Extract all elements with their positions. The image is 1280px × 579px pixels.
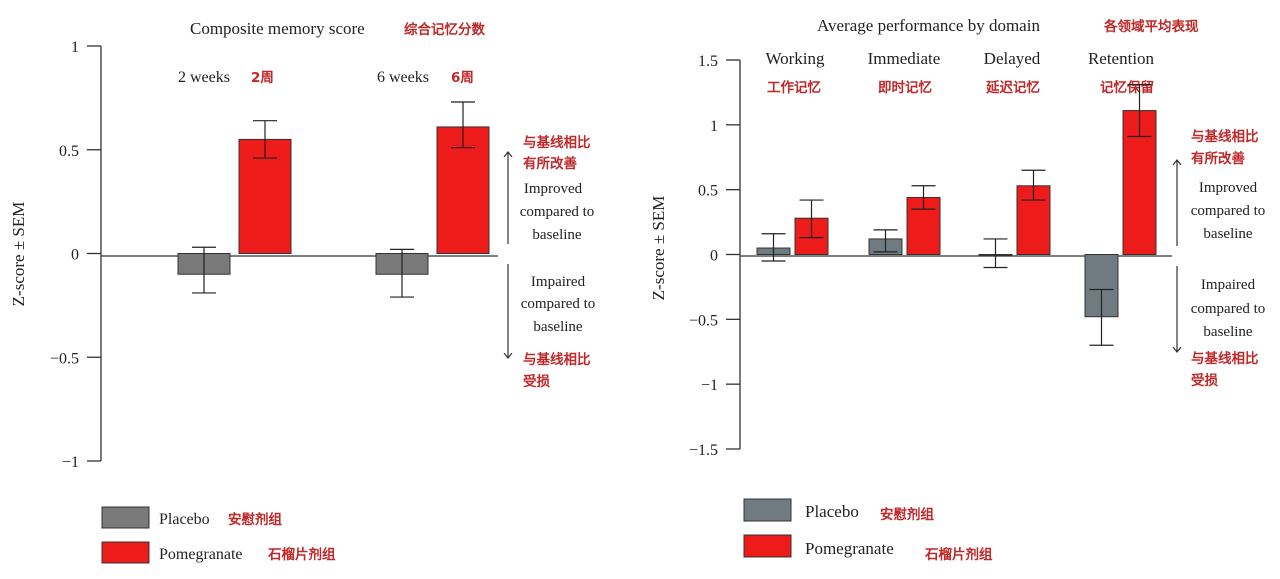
legend-swatch-pomegranate	[743, 534, 792, 558]
category-label-cn: 记忆保留	[1100, 79, 1154, 96]
legend-label-cn: 石榴片剂组	[267, 546, 336, 563]
y-tick-label: 0.5	[698, 183, 718, 200]
category-label: 6 weeks	[377, 69, 429, 86]
error-bar	[1021, 169, 1046, 201]
impaired-annotation: Impaired	[531, 274, 586, 290]
improved-annotation: baseline	[1203, 226, 1252, 242]
impaired-annotation: compared to	[521, 296, 596, 312]
y-tick-label: −0.5	[50, 350, 79, 367]
y-tick-label: −1.5	[689, 442, 718, 459]
chart-title-cn: 综合记忆分数	[404, 21, 485, 38]
error-bar	[192, 246, 216, 294]
impaired-annotation: compared to	[1191, 301, 1266, 317]
category-label: Working	[765, 49, 825, 68]
improved-annotation: compared to	[520, 204, 595, 220]
category-label-cn: 2周	[251, 70, 274, 86]
chart-title: Composite memory score	[190, 19, 365, 38]
y-tick-label: −1	[701, 377, 718, 394]
y-tick-label: 1.5	[698, 53, 718, 70]
category-label: 2 weeks	[178, 69, 230, 86]
category-label-cn: 延迟记忆	[985, 79, 1040, 96]
improved-annotation-cn: 与基线相比	[523, 134, 591, 151]
impaired-annotation-cn: 受损	[523, 373, 551, 390]
error-bar	[1089, 288, 1114, 346]
y-tick-label: 1	[71, 39, 79, 56]
error-bar	[873, 229, 898, 253]
category-label-cn: 工作记忆	[767, 79, 821, 96]
legend-swatch-placebo	[743, 498, 792, 522]
error-bar	[983, 238, 1008, 269]
impaired-annotation: Impaired	[1201, 277, 1256, 293]
improved-annotation: Improved	[524, 181, 583, 197]
improved-annotation-cn: 与基线相比	[1191, 128, 1259, 145]
domain-performance-chart: Average performance by domain 各领域平均表现 1.…	[649, 16, 1265, 563]
legend-label: Placebo	[159, 511, 210, 528]
improved-annotation-cn: 有所改善	[1191, 150, 1245, 167]
legend-swatch-placebo	[101, 506, 150, 529]
impaired-annotation-cn: 与基线相比	[1191, 350, 1259, 367]
legend-label-cn: 安慰剂组	[880, 506, 934, 523]
y-axis-label: Z-score ± SEM	[9, 202, 28, 307]
category-label-cn: 即时记忆	[878, 79, 932, 96]
error-bar	[761, 233, 786, 262]
composite-memory-chart: Composite memory score 综合记忆分数 1 0.5 0 −0.5 −…	[9, 19, 596, 564]
impaired-annotation-cn: 受损	[1191, 372, 1219, 389]
error-bar	[390, 248, 414, 298]
category-label: Immediate	[868, 49, 941, 68]
error-bar	[799, 199, 824, 239]
category-label: Retention	[1088, 49, 1155, 68]
y-tick-label: −1	[62, 454, 79, 471]
impaired-annotation: baseline	[533, 319, 582, 335]
impaired-annotation-cn: 与基线相比	[523, 351, 591, 368]
legend-swatch-pomegranate	[101, 541, 150, 564]
legend-label-cn: 石榴片剂组	[924, 546, 993, 563]
error-bar	[1127, 84, 1152, 138]
y-axis-label: Z-score ± SEM	[649, 196, 668, 301]
chart-title-cn: 各领域平均表现	[1103, 18, 1199, 35]
category-label: Delayed	[984, 49, 1041, 68]
error-bar	[911, 185, 936, 210]
legend-label: Pomegranate	[159, 546, 243, 563]
impaired-annotation: baseline	[1203, 324, 1252, 340]
chart-title: Average performance by domain	[817, 16, 1040, 35]
legend-label: Placebo	[805, 502, 859, 521]
improved-annotation: compared to	[1191, 203, 1266, 219]
y-tick-label: 0	[71, 247, 79, 264]
error-bar	[451, 101, 475, 149]
legend-label-cn: 安慰剂组	[228, 511, 282, 528]
improved-annotation: baseline	[532, 227, 581, 243]
category-label-cn: 6周	[451, 70, 474, 86]
y-tick-label: 1	[710, 118, 718, 135]
legend-label: Pomegranate	[805, 539, 894, 558]
y-tick-label: 0.5	[59, 143, 79, 160]
improved-annotation: Improved	[1199, 180, 1258, 196]
improved-annotation-cn: 有所改善	[523, 155, 577, 172]
y-tick-label: −0.5	[689, 312, 718, 329]
y-tick-label: 0	[710, 248, 718, 265]
error-bar	[253, 120, 277, 159]
